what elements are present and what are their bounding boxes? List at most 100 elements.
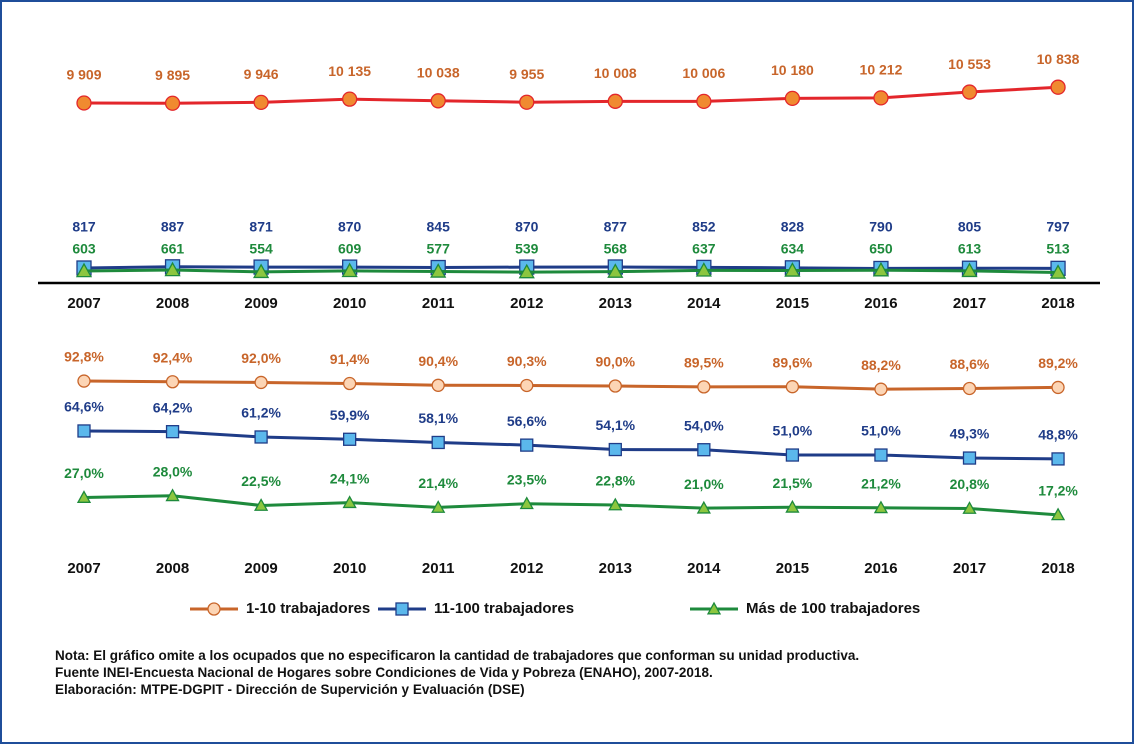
data-label: 637 bbox=[692, 241, 716, 257]
data-label: 48,8% bbox=[1038, 427, 1078, 443]
data-label: 21,0% bbox=[684, 476, 724, 492]
marker bbox=[873, 90, 889, 106]
marker bbox=[431, 378, 445, 392]
marker bbox=[697, 443, 711, 457]
marker bbox=[254, 430, 268, 444]
note: Elaboración: MTPE-DGPIT - Dirección de S… bbox=[55, 682, 525, 697]
x-tick-label: 2017 bbox=[953, 560, 986, 577]
marker bbox=[608, 442, 622, 457]
marker bbox=[520, 378, 534, 393]
marker bbox=[695, 262, 712, 277]
data-label: 817 bbox=[72, 219, 96, 235]
data-label: 9 955 bbox=[509, 66, 544, 82]
data-label: 27,0% bbox=[64, 465, 104, 481]
marker bbox=[962, 381, 977, 396]
marker bbox=[962, 501, 977, 514]
marker bbox=[430, 93, 446, 109]
marker bbox=[697, 380, 711, 394]
x-tick-label: 2008 bbox=[156, 560, 189, 577]
marker bbox=[520, 438, 534, 452]
data-label: 10 838 bbox=[1037, 51, 1080, 67]
data-label: 870 bbox=[338, 219, 362, 235]
data-label: 871 bbox=[249, 219, 273, 235]
data-label: 51,0% bbox=[773, 423, 813, 439]
marker bbox=[608, 497, 623, 511]
data-label: 28,0% bbox=[153, 463, 193, 479]
marker bbox=[254, 375, 268, 390]
marker bbox=[164, 95, 181, 111]
data-label: 64,2% bbox=[153, 399, 193, 415]
marker bbox=[706, 601, 722, 615]
data-label: 92,4% bbox=[153, 349, 193, 365]
data-label: 54,0% bbox=[684, 417, 724, 433]
marker bbox=[874, 382, 888, 396]
data-label: 89,6% bbox=[773, 354, 813, 370]
marker bbox=[696, 93, 712, 110]
marker bbox=[341, 262, 358, 278]
marker bbox=[519, 94, 535, 110]
data-label: 634 bbox=[781, 241, 805, 257]
marker bbox=[519, 496, 534, 510]
data-label: 21,2% bbox=[861, 475, 901, 491]
marker bbox=[961, 84, 978, 100]
data-label: 21,5% bbox=[773, 475, 813, 491]
data-label: 22,8% bbox=[595, 473, 635, 489]
data-label: 61,2% bbox=[241, 405, 281, 421]
marker bbox=[607, 263, 624, 278]
marker bbox=[430, 263, 447, 278]
data-label: 650 bbox=[869, 241, 893, 257]
data-label: 661 bbox=[161, 241, 185, 257]
data-label: 845 bbox=[427, 219, 451, 235]
data-label: 10 180 bbox=[771, 62, 814, 78]
x-tick-label: 2013 bbox=[599, 295, 632, 312]
data-label: 568 bbox=[604, 241, 628, 257]
marker bbox=[342, 495, 357, 509]
data-label: 49,3% bbox=[950, 426, 990, 442]
x-tick-label: 2010 bbox=[333, 560, 366, 577]
x-tick-label: 2009 bbox=[244, 295, 277, 312]
data-label: 797 bbox=[1046, 219, 1070, 235]
x-tick-label: 2018 bbox=[1041, 295, 1074, 312]
data-label: 10 135 bbox=[328, 63, 371, 79]
series-line bbox=[83, 85, 1059, 105]
data-label: 51,0% bbox=[861, 423, 901, 439]
marker bbox=[961, 262, 978, 278]
legend-label: Más de 100 trabajadores bbox=[746, 600, 920, 617]
data-label: 10 212 bbox=[860, 62, 903, 78]
data-label: 20,8% bbox=[950, 476, 990, 492]
series-line bbox=[83, 379, 1059, 391]
data-label: 92,0% bbox=[241, 350, 281, 366]
marker bbox=[784, 90, 801, 107]
data-label: 603 bbox=[72, 241, 96, 257]
marker bbox=[1050, 79, 1066, 95]
marker bbox=[785, 448, 800, 462]
data-label: 59,9% bbox=[330, 407, 370, 423]
marker bbox=[165, 488, 180, 502]
marker bbox=[342, 432, 357, 446]
marker bbox=[785, 499, 800, 513]
marker bbox=[784, 262, 801, 277]
marker bbox=[431, 500, 446, 513]
data-label: 54,1% bbox=[595, 417, 635, 433]
data-label: 877 bbox=[604, 219, 628, 235]
data-label: 17,2% bbox=[1038, 483, 1078, 499]
x-tick-label: 2018 bbox=[1041, 560, 1074, 577]
data-label: 90,4% bbox=[418, 353, 458, 369]
data-label: 852 bbox=[692, 219, 716, 235]
marker bbox=[608, 379, 622, 393]
note: Nota: El gráfico omite a los ocupados qu… bbox=[55, 648, 859, 663]
data-label: 56,6% bbox=[507, 413, 547, 429]
x-tick-label: 2008 bbox=[156, 295, 189, 312]
data-label: 92,8% bbox=[64, 349, 104, 365]
data-label: 88,6% bbox=[950, 356, 990, 372]
marker bbox=[431, 435, 445, 450]
data-label: 89,5% bbox=[684, 355, 724, 371]
x-tick-label: 2017 bbox=[953, 295, 986, 312]
x-tick-label: 2016 bbox=[864, 560, 897, 577]
data-label: 10 553 bbox=[948, 56, 991, 72]
data-label: 577 bbox=[427, 241, 451, 257]
marker bbox=[1051, 452, 1065, 466]
data-label: 870 bbox=[515, 219, 539, 235]
series-line bbox=[83, 265, 1059, 270]
